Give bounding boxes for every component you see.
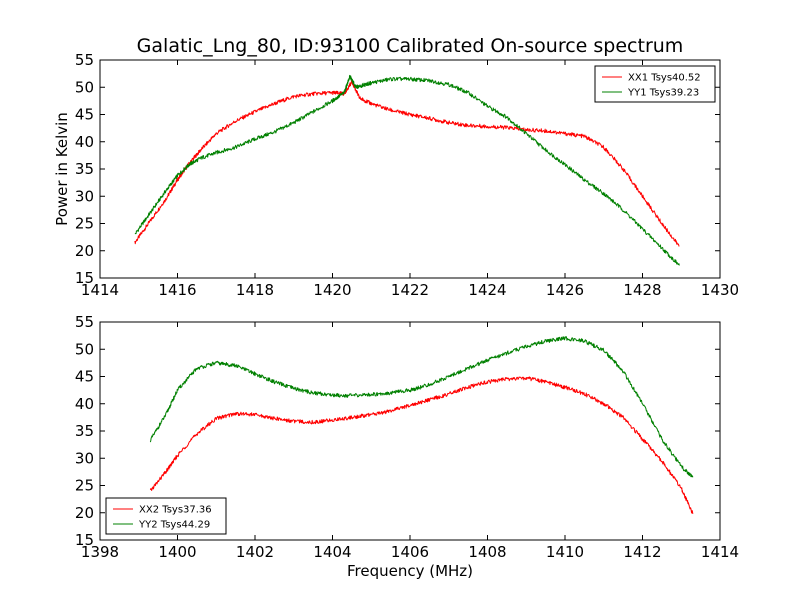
legend: XX2 Tsys37.36 YY2 Tsys44.29 bbox=[105, 497, 227, 535]
x-tick-label: 1418 bbox=[236, 281, 274, 299]
y-tick-label: 35 bbox=[75, 160, 94, 178]
y-tick-label: 25 bbox=[75, 215, 94, 233]
legend-label: XX1 Tsys40.52 bbox=[628, 73, 701, 84]
x-tick-label: 1408 bbox=[468, 543, 506, 561]
y-tick-label: 45 bbox=[75, 106, 94, 124]
series-line-2-1 bbox=[149, 376, 694, 514]
y-axis-title: Power in Kelvin bbox=[53, 112, 71, 226]
y-tick-label: 35 bbox=[75, 422, 94, 440]
y-tick-label: 15 bbox=[75, 269, 94, 287]
y-tick-label: 25 bbox=[75, 477, 94, 495]
x-tick-label: 1428 bbox=[623, 281, 661, 299]
legend-box bbox=[594, 65, 716, 103]
legend-label: XX2 Tsys37.36 bbox=[139, 505, 212, 516]
subplot-1: 1414 1416 1418 1420 1422 1424 1426 1428 1430 15 20… bbox=[53, 35, 739, 299]
y-tick-label: 50 bbox=[75, 340, 94, 358]
legend-label: YY1 Tsys39.23 bbox=[627, 88, 699, 99]
x-tick-label: 1404 bbox=[313, 543, 351, 561]
subplot-2: 1398 1400 1402 1404 1406 1408 1410 1412 1414 15 20… bbox=[75, 313, 739, 580]
x-tick-label: 1402 bbox=[236, 543, 274, 561]
series-line-1-2 bbox=[134, 74, 680, 266]
y-tick-label: 20 bbox=[75, 504, 94, 522]
y-tick-label: 40 bbox=[75, 133, 94, 151]
series-line-1-1 bbox=[134, 79, 680, 247]
x-tick-label: 1400 bbox=[158, 543, 196, 561]
y-tick-label: 55 bbox=[75, 51, 94, 69]
legend-label: YY2 Tsys44.29 bbox=[138, 520, 210, 531]
x-tick-label: 1426 bbox=[546, 281, 584, 299]
x-tick-label: 1398 bbox=[81, 543, 119, 561]
y-tick-label: 40 bbox=[75, 395, 94, 413]
y-tick-label: 50 bbox=[75, 78, 94, 96]
chart-title: Galatic_Lng_80, ID:93100 Calibrated On-s… bbox=[137, 35, 684, 57]
y-tick-label: 55 bbox=[75, 313, 94, 331]
series-line-2-2 bbox=[149, 336, 694, 478]
x-tick-label: 1420 bbox=[313, 281, 351, 299]
y-tick-label: 30 bbox=[75, 187, 94, 205]
y-tick-label: 45 bbox=[75, 368, 94, 386]
y-tick-label: 20 bbox=[75, 242, 94, 260]
x-tick-label: 1406 bbox=[391, 543, 429, 561]
x-tick-label: 1430 bbox=[701, 281, 739, 299]
x-tick-label: 1414 bbox=[81, 281, 119, 299]
legend-box bbox=[105, 497, 227, 535]
x-tick-label: 1412 bbox=[623, 543, 661, 561]
legend: XX1 Tsys40.52 YY1 Tsys39.23 bbox=[594, 65, 716, 103]
x-tick-label: 1414 bbox=[701, 543, 739, 561]
y-tick-label: 15 bbox=[75, 531, 94, 549]
x-axis-title: Frequency (MHz) bbox=[347, 562, 473, 580]
x-tick-label: 1416 bbox=[158, 281, 196, 299]
x-tick-label: 1424 bbox=[468, 281, 506, 299]
y-tick-label: 30 bbox=[75, 449, 94, 467]
x-tick-label: 1410 bbox=[546, 543, 584, 561]
x-tick-label: 1422 bbox=[391, 281, 429, 299]
